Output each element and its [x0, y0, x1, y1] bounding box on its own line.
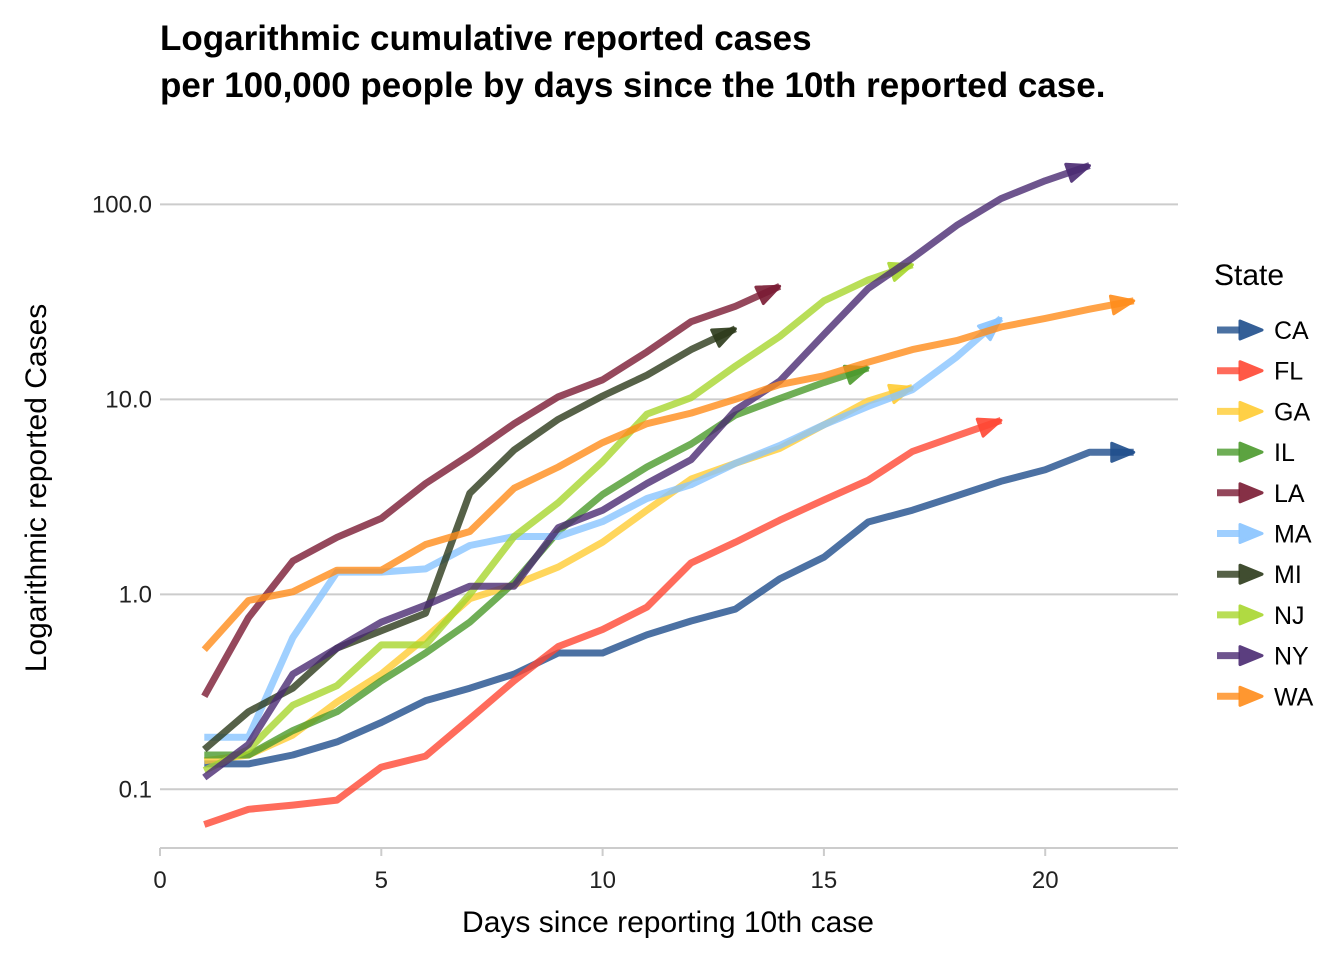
legend-label: LA: [1274, 480, 1305, 508]
legend-label: WA: [1274, 683, 1314, 711]
legend-item-fl: FL: [1217, 358, 1303, 386]
series-line-wa: [201, 297, 1135, 653]
legend-label: CA: [1274, 317, 1309, 345]
y-axis-label: Logarithmic reported Cases: [20, 304, 53, 673]
legend-item-ca: CA: [1217, 317, 1309, 345]
series-arrowhead-fl: [975, 417, 1003, 438]
legend-item-ny: NY: [1217, 643, 1309, 671]
series-arrowhead-ny: [1064, 162, 1091, 183]
legend-label: MA: [1274, 521, 1312, 549]
series-arrowhead-wa: [1108, 294, 1136, 316]
legend-item-mi: MI: [1217, 561, 1302, 589]
legend-arrow-icon: [1238, 563, 1264, 585]
legend-item-wa: WA: [1217, 683, 1314, 711]
legend-arrow-icon: [1238, 441, 1264, 463]
y-tick-label: 100.0: [92, 191, 152, 218]
legend-label: NJ: [1274, 602, 1305, 630]
legend-label: FL: [1274, 358, 1303, 386]
legend: State CA FL GA IL LA MA MI NJ NY WA: [1214, 259, 1314, 711]
legend-item-il: IL: [1217, 439, 1295, 467]
legend-arrow-icon: [1238, 645, 1264, 667]
x-tick-label: 20: [1032, 867, 1059, 894]
legend-arrow-icon: [1238, 482, 1264, 504]
y-axis-ticks: 0.1 1.0 10.0 100.0: [92, 191, 152, 803]
legend-arrow-icon: [1238, 523, 1264, 544]
y-tick-label: 1.0: [119, 581, 152, 608]
series-line-fl: [203, 417, 1003, 828]
legend-label: IL: [1274, 439, 1295, 467]
legend-label: GA: [1274, 398, 1310, 426]
legend-arrow-icon: [1238, 604, 1264, 626]
legend-arrow-icon: [1238, 685, 1264, 707]
gridlines: [160, 203, 1178, 791]
x-tick-label: 10: [589, 867, 616, 894]
legend-item-nj: NJ: [1217, 602, 1305, 630]
series-lines: [201, 162, 1136, 828]
y-tick-label: 10.0: [105, 386, 152, 413]
series-arrowhead-la: [754, 284, 782, 306]
y-tick-label: 0.1: [119, 776, 152, 803]
series-line-ny: [202, 162, 1091, 781]
chart-title-line-2: per 100,000 people by days since the 10t…: [160, 66, 1105, 105]
legend-item-ga: GA: [1217, 398, 1310, 426]
legend-arrow-icon: [1238, 400, 1264, 422]
legend-item-la: LA: [1217, 480, 1305, 508]
x-tick-label: 0: [153, 867, 166, 894]
legend-arrow-icon: [1238, 319, 1264, 341]
x-axis-label: Days since reporting 10th case: [462, 906, 874, 939]
series-line-mi: [202, 325, 737, 753]
series-line-ga: [203, 384, 914, 765]
series-line-la: [201, 283, 782, 699]
series-arrowhead-ca: [1110, 441, 1136, 463]
legend-label: NY: [1274, 643, 1309, 671]
legend-item-ma: MA: [1217, 521, 1312, 549]
legend-title: State: [1214, 259, 1284, 292]
legend-label: MI: [1274, 561, 1302, 589]
series-line-nj: [202, 261, 914, 774]
x-tick-label: 5: [375, 867, 388, 894]
x-tick-label: 15: [811, 867, 838, 894]
series-line-ca: [204, 448, 1134, 768]
x-axis: 0 5 10 15 20: [153, 847, 1178, 894]
series-arrowhead-mi: [710, 327, 737, 348]
legend-arrow-icon: [1238, 360, 1264, 382]
chart-title-line-1: Logarithmic cumulative reported cases: [160, 19, 812, 58]
